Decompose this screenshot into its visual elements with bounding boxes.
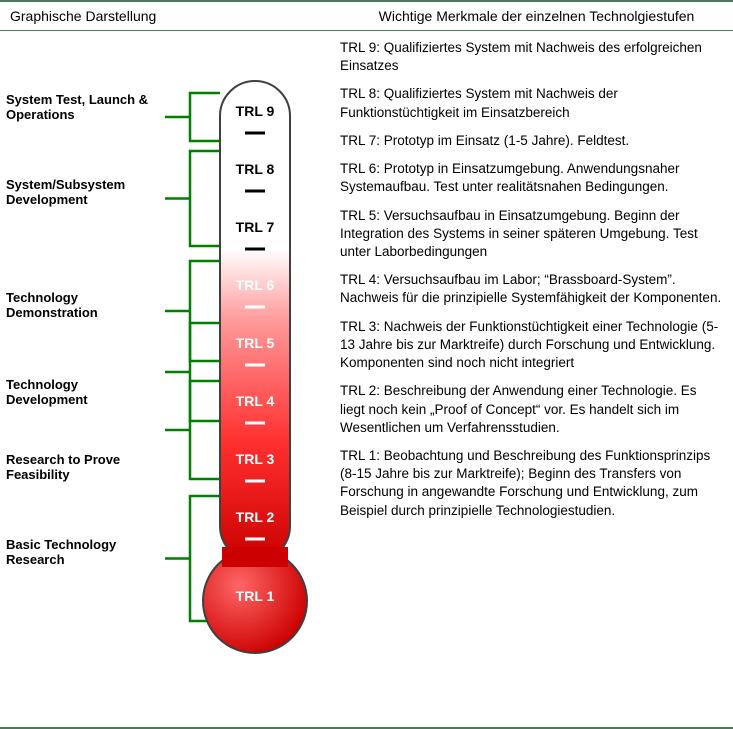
phase-label: Technology Demonstration <box>6 291 161 321</box>
trl-desc-label: TRL 7: <box>340 133 380 148</box>
phase-label: Technology Development <box>6 378 161 408</box>
phase-label: System Test, Launch & Operations <box>6 93 161 123</box>
trl-level-label: TRL 4 <box>225 393 285 409</box>
trl-desc-text: Prototyp im Einsatz (1-5 Jahre). Feldtes… <box>380 133 629 148</box>
trl-desc-label: TRL 5: <box>340 208 380 223</box>
header-right: Wichtige Merkmale der einzelnen Technolg… <box>340 8 733 24</box>
trl-level-label: TRL 1 <box>225 588 285 604</box>
trl-desc-text: Beschreibung der Anwendung einer Technol… <box>340 383 697 434</box>
trl-description: TRL 5: Versuchsaufbau in Einsatzumgebung… <box>340 207 723 262</box>
trl-desc-text: Versuchsaufbau im Labor; “Brassboard-Sys… <box>340 272 721 305</box>
trl-level-label: TRL 7 <box>225 219 285 235</box>
trl-level-label: TRL 2 <box>225 509 285 525</box>
trl-desc-label: TRL 8: <box>340 86 380 101</box>
header-row: Graphische Darstellung Wichtige Merkmale… <box>0 0 733 31</box>
phase-label: Research to Prove Feasibility <box>6 453 161 483</box>
trl-desc-text: Qualifiziertes System mit Nachweis des e… <box>340 40 702 73</box>
trl-description: TRL 4: Versuchsaufbau im Labor; “Brassbo… <box>340 271 723 307</box>
trl-desc-label: TRL 6: <box>340 161 380 176</box>
trl-desc-text: Prototyp in Einsatzumgebung. Anwendungsn… <box>340 161 679 194</box>
trl-description: TRL 9: Qualifiziertes System mit Nachwei… <box>340 39 723 75</box>
graphic-column: System Test, Launch & Operations System/S… <box>0 31 340 727</box>
trl-desc-label: TRL 4: <box>340 272 380 287</box>
trl-level-label: TRL 8 <box>225 161 285 177</box>
trl-description: TRL 1: Beobachtung und Beschreibung des … <box>340 447 723 520</box>
phase-label: Basic Technology Research <box>6 538 161 568</box>
trl-desc-text: Qualifiziertes System mit Nachweis der F… <box>340 86 618 119</box>
header-left: Graphische Darstellung <box>0 8 340 24</box>
trl-level-label: TRL 9 <box>225 103 285 119</box>
trl-desc-text: Versuchsaufbau in Einsatzumgebung. Begin… <box>340 208 698 259</box>
trl-description: TRL 6: Prototyp in Einsatzumgebung. Anwe… <box>340 160 723 196</box>
trl-desc-label: TRL 2: <box>340 383 380 398</box>
trl-description: TRL 8: Qualifiziertes System mit Nachwei… <box>340 85 723 121</box>
trl-level-label: TRL 5 <box>225 335 285 351</box>
trl-description: TRL 7: Prototyp im Einsatz (1-5 Jahre). … <box>340 132 723 150</box>
phase-label: System/Subsystem Development <box>6 178 161 208</box>
trl-description: TRL 2: Beschreibung der Anwendung einer … <box>340 382 723 437</box>
body-row: System Test, Launch & Operations System/S… <box>0 31 733 729</box>
thermometer-diagram: System Test, Launch & Operations System/S… <box>0 61 340 701</box>
trl-level-label: TRL 3 <box>225 451 285 467</box>
trl-level-label: TRL 6 <box>225 277 285 293</box>
trl-desc-label: TRL 1: <box>340 448 380 463</box>
trl-description: TRL 3: Nachweis der Funktionstüchtigkeit… <box>340 318 723 373</box>
descriptions-column: TRL 9: Qualifiziertes System mit Nachwei… <box>340 31 733 727</box>
trl-desc-text: Nachweis der Funktionstüchtigkeit einer … <box>340 319 718 370</box>
trl-desc-label: TRL 3: <box>340 319 380 334</box>
trl-table: Graphische Darstellung Wichtige Merkmale… <box>0 0 733 729</box>
trl-desc-text: Beobachtung und Beschreibung des Funktio… <box>340 448 710 518</box>
trl-desc-label: TRL 9: <box>340 40 380 55</box>
